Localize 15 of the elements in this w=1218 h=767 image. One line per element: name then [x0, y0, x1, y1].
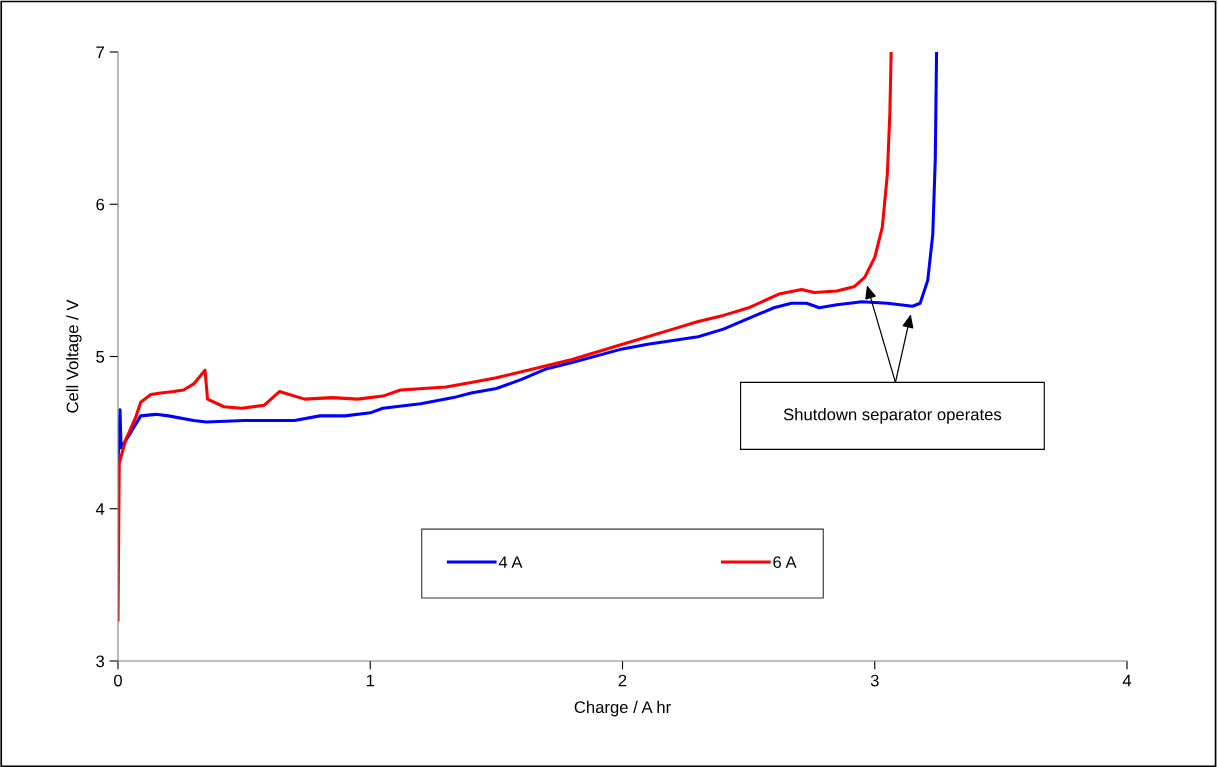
legend-label: 6 A: [773, 556, 797, 569]
y-tick-label: 7: [96, 46, 104, 59]
x-tick-label: 3: [870, 674, 879, 687]
y-tick-label: 3: [96, 655, 105, 668]
legend-label: 4 A: [498, 556, 523, 568]
x-tick-label: 2: [618, 674, 627, 687]
x-tick-label: 4: [1122, 674, 1132, 687]
x-axis-title: Charge / A hr: [574, 700, 671, 717]
x-tick-label: 1: [366, 674, 375, 687]
y-axis-title: Cell Voltage / V: [66, 299, 82, 413]
y-tick-label: 6: [96, 198, 105, 211]
y-tick-label: 4: [95, 503, 105, 515]
x-tick-label: 0: [114, 674, 122, 687]
annotation: Shutdown separator operates: [783, 408, 1002, 424]
y-tick-label: 5: [96, 351, 105, 363]
